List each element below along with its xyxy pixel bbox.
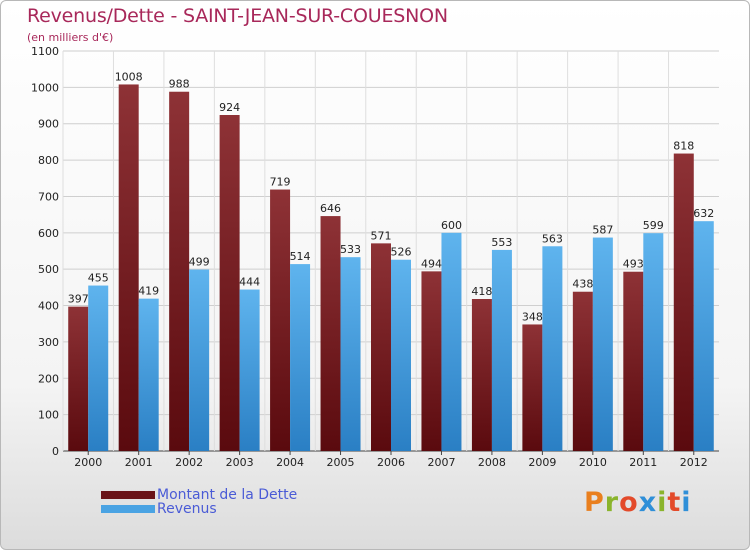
x-tick-label: 2009 — [528, 456, 556, 469]
data-label-revenus-2002: 499 — [189, 256, 210, 269]
x-tick-label: 2003 — [226, 456, 254, 469]
y-tick-label: 500 — [38, 263, 59, 276]
y-tick-label: 700 — [38, 190, 59, 203]
x-tick-label: 2002 — [175, 456, 203, 469]
x-tick-label: 2010 — [579, 456, 607, 469]
data-label-dette-2001: 1008 — [115, 70, 143, 83]
bar-dette-2004 — [270, 189, 291, 451]
bar-dette-2003 — [219, 115, 240, 451]
bar-revenus-2008 — [491, 249, 512, 451]
bar-revenus-2011 — [643, 233, 664, 451]
data-label-revenus-2004: 514 — [290, 250, 311, 263]
data-label-dette-2004: 719 — [270, 176, 291, 189]
x-tick-label: 2000 — [74, 456, 102, 469]
bar-dette-2007 — [421, 271, 442, 451]
legend-swatch-dette — [101, 491, 155, 499]
x-tick-label: 2007 — [427, 456, 455, 469]
data-label-dette-2006: 571 — [371, 229, 392, 242]
data-label-dette-2012: 818 — [673, 140, 694, 153]
logo-letter: i — [681, 487, 692, 518]
logo-letter: o — [619, 487, 639, 518]
legend-label-revenus: Revenus — [157, 501, 217, 517]
data-label-dette-2008: 418 — [471, 285, 492, 298]
y-tick-label: 1100 — [31, 45, 59, 58]
x-tick-label: 2005 — [327, 456, 355, 469]
bar-revenus-2002 — [189, 269, 210, 451]
data-label-revenus-2005: 533 — [340, 243, 361, 256]
logo-letter: r — [604, 487, 620, 518]
bar-dette-2006 — [371, 243, 391, 451]
bar-revenus-2001 — [138, 298, 159, 451]
bar-dette-2012 — [673, 153, 694, 451]
bar-revenus-2000 — [88, 285, 109, 451]
data-label-revenus-2010: 587 — [592, 224, 613, 237]
legend-swatch-revenus — [101, 505, 155, 513]
y-tick-label: 800 — [38, 154, 59, 167]
x-tick-label: 2006 — [377, 456, 405, 469]
data-label-dette-2010: 438 — [572, 278, 593, 291]
data-label-dette-2011: 493 — [623, 258, 644, 271]
data-label-revenus-2007: 600 — [441, 219, 462, 232]
y-tick-label: 600 — [38, 227, 59, 240]
data-label-dette-2003: 924 — [219, 101, 240, 114]
chart-subtitle: (en milliers d'€) — [27, 31, 114, 44]
bar-revenus-2003 — [239, 289, 260, 451]
x-tick-label: 2001 — [125, 456, 153, 469]
labels-layer: 0 100 200 300 400 500 600 700 800 900 1000 1100 2000… — [31, 45, 714, 469]
x-tick-label: 2004 — [276, 456, 304, 469]
data-label-dette-2002: 988 — [169, 78, 190, 91]
y-tick-label: 1000 — [31, 81, 59, 94]
bar-revenus-2012 — [693, 221, 714, 451]
x-tick-label: 2012 — [680, 456, 708, 469]
logo-letter: x — [638, 487, 658, 518]
logo-letter: i — [657, 487, 668, 518]
bar-dette-2010 — [572, 291, 593, 451]
data-label-revenus-2001: 419 — [138, 285, 159, 298]
x-tick-label: 2008 — [478, 456, 506, 469]
bar-revenus-2007 — [441, 232, 462, 451]
bars-layer — [68, 84, 714, 452]
data-label-revenus-2000: 455 — [88, 272, 109, 285]
y-tick-label: 900 — [38, 118, 59, 131]
y-tick-label: 0 — [52, 445, 59, 458]
data-label-dette-2009: 348 — [522, 310, 543, 323]
data-label-revenus-2009: 563 — [542, 232, 563, 245]
data-label-revenus-2003: 444 — [239, 276, 260, 289]
data-label-dette-2007: 494 — [421, 257, 442, 270]
data-label-dette-2000: 397 — [68, 293, 89, 306]
x-tick-label: 2011 — [629, 456, 657, 469]
y-tick-label: 400 — [38, 300, 59, 313]
bar-dette-2000 — [68, 306, 89, 451]
legend-label-dette: Montant de la Dette — [157, 487, 298, 503]
bar-dette-2005 — [320, 216, 341, 451]
data-label-dette-2005: 646 — [320, 202, 341, 215]
logo-letter: P — [584, 487, 605, 518]
bar-revenus-2009 — [542, 246, 563, 451]
chart-title: Revenus/Dette - SAINT-JEAN-SUR-COUESNON — [27, 5, 448, 27]
data-label-revenus-2006: 526 — [391, 246, 412, 259]
data-label-revenus-2008: 553 — [491, 236, 512, 249]
bar-revenus-2004 — [290, 264, 311, 451]
bar-revenus-2010 — [592, 237, 613, 451]
y-tick-label: 100 — [38, 409, 59, 422]
bar-revenus-2006 — [391, 259, 411, 451]
bar-dette-2011 — [623, 271, 644, 451]
bar-dette-2009 — [522, 324, 543, 451]
y-tick-label: 300 — [38, 336, 59, 349]
bar-revenus-2005 — [340, 257, 361, 451]
proxiti-logo: Proxiti — [584, 487, 692, 518]
bar-dette-2001 — [118, 84, 139, 452]
y-tick-label: 200 — [38, 372, 59, 385]
logo-letter: t — [667, 487, 682, 518]
bar-dette-2002 — [169, 91, 190, 452]
data-label-revenus-2012: 632 — [693, 207, 714, 220]
bar-dette-2008 — [471, 299, 492, 451]
data-label-revenus-2011: 599 — [643, 219, 664, 232]
